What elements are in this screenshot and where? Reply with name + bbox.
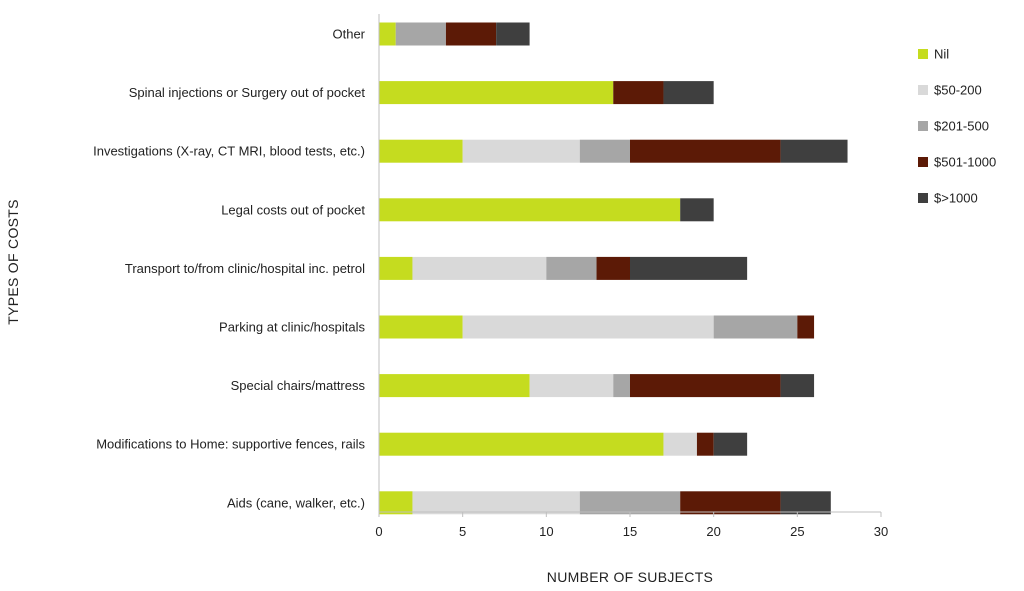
bar-aids-cane-walker-etc-201-500 xyxy=(579,491,681,515)
category-label-spinal-injections-or-surgery-out-of-pocket: Spinal injections or Surgery out of pock… xyxy=(129,85,366,100)
bar-investigations-x-ray-ct-mri-blood-tests-etc-201-500 xyxy=(579,139,630,163)
bar-modifications-to-home-supportive-fences-rails-1000 xyxy=(713,432,748,456)
category-label-transport-to-from-clinic-hospital-inc-petrol: Transport to/from clinic/hospital inc. p… xyxy=(125,261,365,276)
bar-other-501-1000 xyxy=(445,22,497,46)
legend-label-1000: $>1000 xyxy=(934,191,978,206)
bar-parking-at-clinic-hospitals-50-200 xyxy=(462,315,714,339)
bar-transport-to-from-clinic-hospital-inc-petrol-50-200 xyxy=(412,256,547,280)
bar-modifications-to-home-supportive-fences-rails-50-200 xyxy=(663,432,697,456)
category-label-special-chairs-mattress: Special chairs/mattress xyxy=(231,378,366,393)
legend-swatch-nil xyxy=(918,49,928,59)
x-tick-label: 30 xyxy=(874,524,888,539)
bar-investigations-x-ray-ct-mri-blood-tests-etc-50-200 xyxy=(462,139,580,163)
bar-investigations-x-ray-ct-mri-blood-tests-etc-nil xyxy=(379,139,463,163)
category-label-investigations-x-ray-ct-mri-blood-tests-etc: Investigations (X-ray, CT MRI, blood tes… xyxy=(93,144,365,159)
bar-investigations-x-ray-ct-mri-blood-tests-etc-501-1000 xyxy=(630,139,781,163)
bar-parking-at-clinic-hospitals-201-500 xyxy=(713,315,798,339)
x-tick-label: 0 xyxy=(375,524,382,539)
category-label-modifications-to-home-supportive-fences-rails: Modifications to Home: supportive fences… xyxy=(96,437,365,452)
bar-modifications-to-home-supportive-fences-rails-501-1000 xyxy=(696,432,714,456)
category-label-aids-cane-walker-etc: Aids (cane, walker, etc.) xyxy=(227,495,365,510)
legend-swatch-1000 xyxy=(918,193,928,203)
x-tick-label: 25 xyxy=(790,524,804,539)
x-tick-label: 10 xyxy=(539,524,553,539)
legend: Nil $50-200 $201-500 $501-1000 $>1000 xyxy=(918,47,996,206)
bar-other-1000 xyxy=(496,22,530,46)
legend-swatch-50-200 xyxy=(918,85,928,95)
x-axis-title: NUMBER OF SUBJECTS xyxy=(547,569,713,585)
legend-label-501-1000: $501-1000 xyxy=(934,155,996,170)
bar-aids-cane-walker-etc-50-200 xyxy=(412,491,580,515)
category-label-parking-at-clinic-hospitals: Parking at clinic/hospitals xyxy=(219,320,365,335)
bar-special-chairs-mattress-nil xyxy=(379,374,530,398)
y-axis-title: TYPES OF COSTS xyxy=(5,199,21,325)
category-label-other: Other xyxy=(332,27,365,42)
bar-transport-to-from-clinic-hospital-inc-petrol-201-500 xyxy=(546,256,597,280)
bar-other-201-500 xyxy=(395,22,446,46)
bar-aids-cane-walker-etc-501-1000 xyxy=(680,491,781,515)
x-axis: 0 5 10 15 20 25 30 xyxy=(375,14,888,539)
bar-spinal-injections-or-surgery-out-of-pocket-501-1000 xyxy=(613,81,664,105)
bar-legal-costs-out-of-pocket-1000 xyxy=(680,198,714,222)
bar-spinal-injections-or-surgery-out-of-pocket-1000 xyxy=(663,81,714,105)
bar-special-chairs-mattress-501-1000 xyxy=(630,374,781,398)
bar-legal-costs-out-of-pocket-nil xyxy=(379,198,681,222)
bar-transport-to-from-clinic-hospital-inc-petrol-1000 xyxy=(630,256,748,280)
bar-transport-to-from-clinic-hospital-inc-petrol-501-1000 xyxy=(596,256,630,280)
legend-label-201-500: $201-500 xyxy=(934,119,989,134)
category-labels: Other Spinal injections or Surgery out of… xyxy=(93,27,366,511)
bar-investigations-x-ray-ct-mri-blood-tests-etc-1000 xyxy=(780,139,848,163)
bars-group xyxy=(379,22,848,515)
bar-modifications-to-home-supportive-fences-rails-nil xyxy=(379,432,664,456)
x-tick-label: 15 xyxy=(623,524,637,539)
bar-special-chairs-mattress-201-500 xyxy=(613,374,630,398)
bar-aids-cane-walker-etc-nil xyxy=(379,491,413,515)
x-tick-label: 20 xyxy=(706,524,720,539)
bar-transport-to-from-clinic-hospital-inc-petrol-nil xyxy=(379,256,413,280)
bar-parking-at-clinic-hospitals-501-1000 xyxy=(797,315,815,339)
bar-aids-cane-walker-etc-1000 xyxy=(780,491,831,515)
x-tick-label: 5 xyxy=(459,524,466,539)
category-label-legal-costs-out-of-pocket: Legal costs out of pocket xyxy=(221,202,365,217)
legend-swatch-501-1000 xyxy=(918,157,928,167)
bar-parking-at-clinic-hospitals-nil xyxy=(379,315,463,339)
bar-other-nil xyxy=(379,22,396,46)
bar-special-chairs-mattress-50-200 xyxy=(529,374,614,398)
bar-special-chairs-mattress-1000 xyxy=(780,374,815,398)
legend-label-nil: Nil xyxy=(934,47,949,62)
legend-swatch-201-500 xyxy=(918,121,928,131)
legend-label-50-200: $50-200 xyxy=(934,83,982,98)
bar-spinal-injections-or-surgery-out-of-pocket-nil xyxy=(379,81,614,105)
